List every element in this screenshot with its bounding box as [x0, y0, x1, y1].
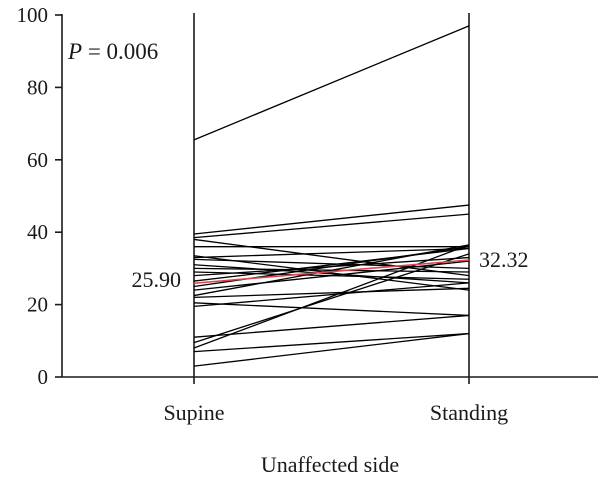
- subject-line: [193, 238, 470, 277]
- subject-line: [193, 213, 470, 239]
- subject-line: [193, 247, 470, 259]
- subject-line: [193, 314, 470, 338]
- subject-line: [193, 282, 470, 308]
- mean-line-group: [193, 259, 470, 285]
- subject-line: [193, 332, 470, 353]
- subject-line: [193, 264, 470, 284]
- p-value-annotation: P = 0.006: [67, 39, 158, 64]
- supine-mean-label: 25.90: [132, 267, 182, 292]
- subject-line: [193, 260, 470, 291]
- p-value-text: = 0.006: [82, 39, 158, 64]
- x-category-label: Standing: [430, 400, 508, 425]
- x-axis-title: Unaffected side: [261, 452, 399, 477]
- y-tick-label: 0: [38, 365, 49, 389]
- subject-line: [193, 332, 470, 367]
- subject-line: [193, 287, 470, 299]
- subject-line: [193, 302, 470, 317]
- y-tick-label: 60: [27, 148, 48, 172]
- y-tick-label: 80: [27, 75, 48, 99]
- y-tick-label: 40: [27, 220, 48, 244]
- y-tick-label: 20: [27, 293, 48, 317]
- standing-mean-label: 32.32: [479, 247, 529, 272]
- subject-line: [193, 258, 470, 270]
- subject-lines: [193, 25, 470, 367]
- subject-line: [193, 244, 470, 349]
- p-value-symbol: P: [67, 39, 82, 64]
- subject-line: [193, 204, 470, 235]
- subject-line: [193, 253, 470, 344]
- labels: Supine Standing Unaffected side 25.90 32.32 P…: [67, 39, 529, 477]
- y-tick-label: 100: [17, 3, 49, 27]
- subject-line: [193, 25, 470, 141]
- mean-line: [193, 259, 470, 285]
- axes: [61, 13, 598, 378]
- y-ticks: 0 20 40 60 80 100: [17, 3, 470, 389]
- subject-line: [193, 244, 470, 297]
- x-category-label: Supine: [163, 400, 224, 425]
